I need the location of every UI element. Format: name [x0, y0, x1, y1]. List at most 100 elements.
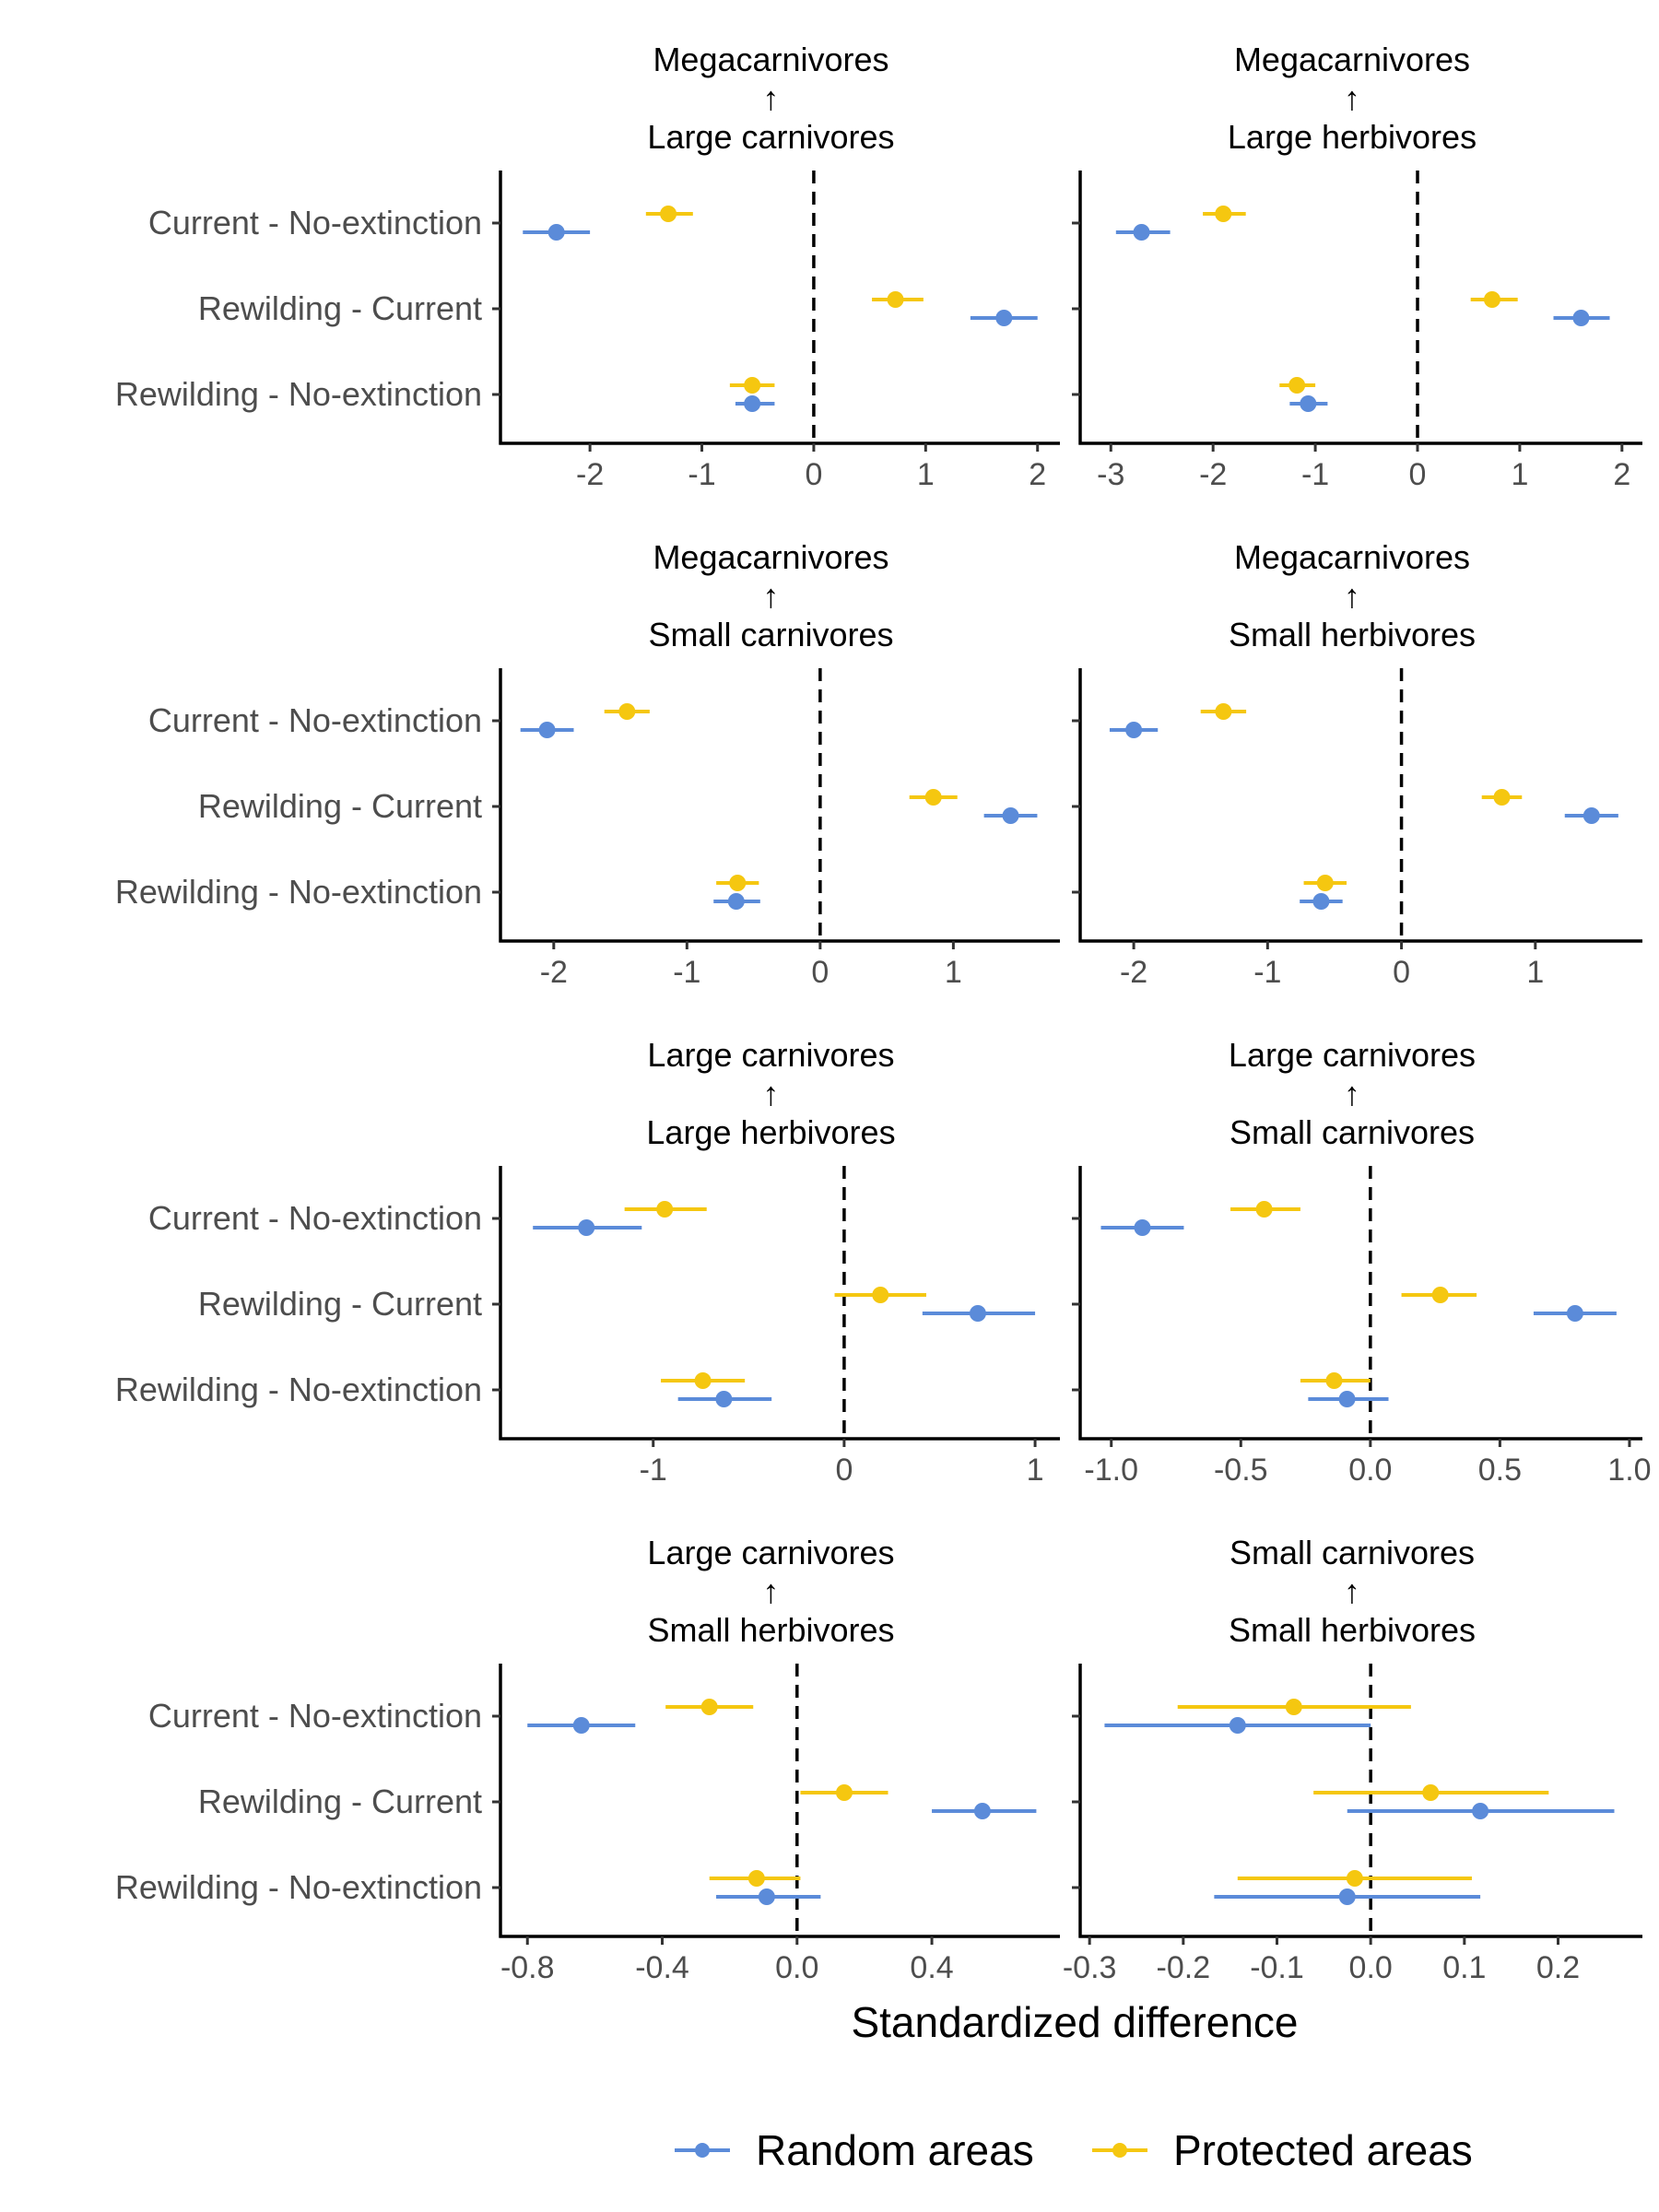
y-tick-label: Rewilding - Current — [198, 289, 482, 327]
x-tick-label: -0.1 — [1250, 1950, 1304, 1985]
x-tick-label: -3 — [1097, 457, 1124, 492]
protected-point — [618, 703, 636, 720]
protected-point — [1285, 1699, 1302, 1715]
panel-title-top: Megacarnivores — [1234, 538, 1470, 576]
random-point — [547, 224, 565, 241]
panel-1: Megacarnivores↑Large carnivores Current -… — [115, 41, 1060, 492]
x-tick-label: 0.1 — [1442, 1950, 1486, 1985]
random-point — [572, 1717, 590, 1734]
panel-title-arrow: ↑ — [1344, 1572, 1360, 1610]
x-axis-title: Standardized difference — [851, 1998, 1298, 2046]
x-tick-label: -1 — [1301, 457, 1329, 492]
protected-point — [1346, 1870, 1363, 1887]
panel-8: Small carnivores↑Small herbivores -0.3 -0.… — [1063, 1534, 1642, 1985]
x-tick-label: 2 — [1613, 457, 1630, 492]
y-tick-label: Current - No-extinction — [148, 701, 482, 739]
panel-title-arrow: ↑ — [763, 1075, 780, 1112]
y-tick-label: Current - No-extinction — [148, 204, 482, 241]
y-tick-label: Rewilding - No-extinction — [115, 873, 482, 911]
protected-point — [1288, 377, 1306, 394]
x-tick-label: 0.4 — [910, 1950, 953, 1985]
x-tick-label: 1.0 — [1607, 1453, 1651, 1488]
x-tick-label: -2 — [576, 457, 604, 492]
panel-title-bottom: Small herbivores — [647, 1611, 894, 1649]
protected-point — [700, 1699, 718, 1715]
random-point — [1338, 1888, 1356, 1905]
panel-4: Megacarnivores↑Small herbivores -2 -1 0 1 — [1072, 538, 1642, 990]
protected-point — [729, 875, 747, 891]
panel-title-arrow: ↑ — [763, 79, 780, 117]
x-tick-label: -1 — [688, 457, 715, 492]
random-point — [1125, 722, 1143, 738]
x-tick-label: -2 — [1120, 955, 1147, 990]
panel-title-bottom: Large carnivores — [647, 118, 894, 156]
random-point — [1572, 310, 1590, 326]
x-tick-label: 1 — [917, 457, 935, 492]
protected-point — [835, 1784, 853, 1801]
x-tick-label: -0.2 — [1157, 1950, 1211, 1985]
random-point — [1133, 224, 1150, 241]
random-point — [715, 1391, 733, 1407]
protected-point — [660, 206, 677, 222]
panel-title-arrow: ↑ — [763, 577, 780, 615]
x-tick-label: 1 — [1511, 457, 1528, 492]
protected-point — [1493, 789, 1511, 806]
random-point — [1300, 395, 1317, 412]
protected-point — [694, 1372, 712, 1389]
y-tick-label: Current - No-extinction — [148, 1199, 482, 1237]
legend-random-label: Random areas — [756, 2126, 1034, 2174]
x-tick-label: -1 — [1253, 955, 1281, 990]
panel-title-arrow: ↑ — [1344, 1075, 1360, 1112]
x-tick-label: 2 — [1029, 457, 1046, 492]
protected-point — [1255, 1201, 1273, 1218]
random-point — [1338, 1391, 1356, 1407]
protected-point — [1431, 1287, 1449, 1303]
x-tick-label: 1 — [1027, 1453, 1044, 1488]
legend-protected-label: Protected areas — [1173, 2126, 1473, 2174]
protected-point — [887, 291, 904, 308]
x-tick-label: 0.0 — [1348, 1453, 1392, 1488]
panel-title-top: Large carnivores — [647, 1036, 894, 1074]
panel-title-top: Megacarnivores — [653, 41, 888, 78]
legend-random-point — [695, 2143, 710, 2158]
x-tick-label: 0.0 — [1349, 1950, 1393, 1985]
y-tick-label: Rewilding - No-extinction — [115, 375, 482, 413]
protected-point — [1215, 703, 1232, 720]
panel-title-bottom: Small herbivores — [1229, 1611, 1476, 1649]
protected-point — [1483, 291, 1500, 308]
protected-point — [656, 1201, 674, 1218]
x-tick-label: -1 — [673, 955, 700, 990]
protected-point — [924, 789, 942, 806]
protected-point — [747, 1870, 765, 1887]
panel-title-top: Large carnivores — [1229, 1036, 1476, 1074]
random-point — [1583, 807, 1600, 824]
panel-title-arrow: ↑ — [763, 1572, 780, 1610]
x-tick-label: 0.0 — [775, 1950, 818, 1985]
panel-title-bottom: Small herbivores — [1229, 616, 1476, 653]
random-point — [758, 1888, 775, 1905]
x-tick-label: -2 — [1199, 457, 1227, 492]
y-tick-label: Rewilding - Current — [198, 787, 482, 825]
x-tick-label: 0 — [835, 1453, 853, 1488]
random-point — [969, 1305, 986, 1322]
panel-title-top: Megacarnivores — [653, 538, 888, 576]
panel-title-bottom: Large herbivores — [646, 1113, 895, 1151]
panel-5: Large carnivores↑Large herbivores Current… — [115, 1036, 1060, 1488]
random-point — [727, 893, 745, 910]
x-tick-label: 0.2 — [1536, 1950, 1580, 1985]
panel-title-top: Megacarnivores — [1234, 41, 1470, 78]
panel-title-arrow: ↑ — [1344, 577, 1360, 615]
x-tick-label: -1 — [640, 1453, 667, 1488]
legend-protected-point — [1112, 2143, 1127, 2158]
x-tick-label: 0 — [1409, 457, 1427, 492]
protected-point — [872, 1287, 889, 1303]
x-tick-label: -0.3 — [1063, 1950, 1117, 1985]
panel-6: Large carnivores↑Small carnivores -1.0 -0.… — [1072, 1036, 1652, 1488]
protected-point — [1316, 875, 1334, 891]
random-point — [973, 1803, 991, 1819]
x-tick-label: 0 — [811, 955, 829, 990]
protected-point — [1215, 206, 1232, 222]
panel-title-bottom: Small carnivores — [648, 616, 893, 653]
panel-2: Megacarnivores↑Large herbivores -3 -2 -1 0 1 2 — [1072, 41, 1642, 492]
